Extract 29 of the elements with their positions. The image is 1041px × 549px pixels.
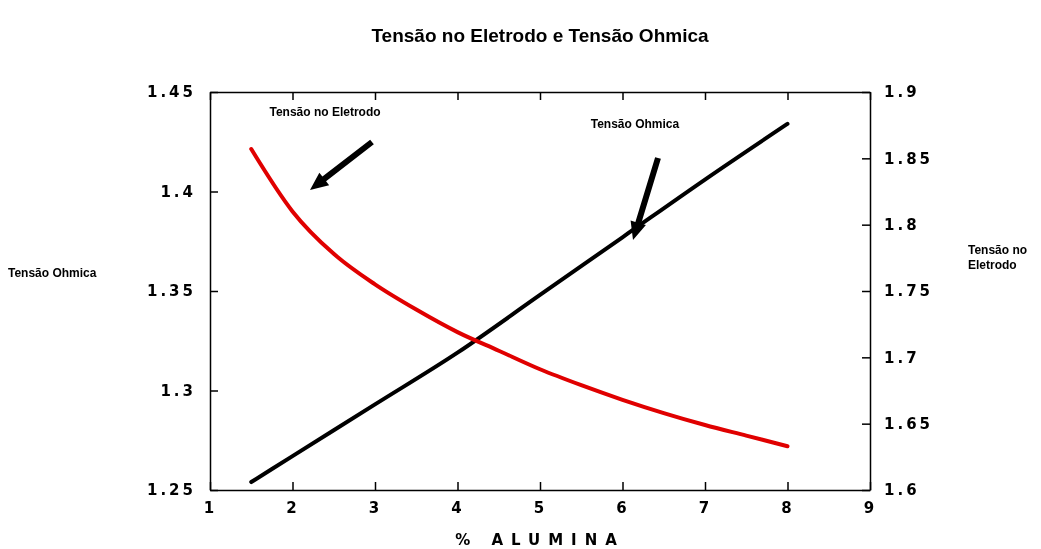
x-tick-label: 4 [451,498,465,517]
x-tick-label: 3 [368,498,383,517]
y-axis-title: Tensão Ohmica [8,266,97,280]
line-series [249,121,790,485]
x-axis-title: % ALUMINA [455,531,625,549]
y2-tick-label: 1.65 [884,414,934,433]
line-series [249,147,790,449]
annotation: Tensão no Eletrodo [269,105,381,119]
y2-tick-label: 1.6 [884,481,920,500]
x-tick-label: 5 [533,498,548,517]
y2-tick-label: 1.85 [884,149,934,168]
x-tick-label: 8 [781,498,795,517]
y-tick-label: 1.3 [160,381,196,400]
y2-tick-label: 1.75 [884,282,934,301]
x-tick-label: 7 [698,498,713,517]
y2-axis-title: Tensão no Eletrodo [968,243,1028,272]
y2-tick-label: 1.7 [884,348,920,367]
y-tick-label: 1.45 [146,83,196,102]
y-tick-label: 1.35 [146,282,196,301]
y-tick-label: 1.4 [160,182,196,201]
y2-tick-label: 1.9 [884,83,920,102]
x-tick-label: 1 [203,498,218,517]
x-tick-label: 9 [863,498,878,517]
y2-tick-label: 1.8 [884,215,920,234]
chart-title: Tensão no Eletrodo e Tensão Ohmica [371,25,709,46]
x-tick-label: 2 [286,498,300,517]
annotation: Tensão Ohmica [590,117,680,131]
y-tick-label: 1.25 [146,481,196,500]
x-tick-label: 6 [616,498,630,517]
